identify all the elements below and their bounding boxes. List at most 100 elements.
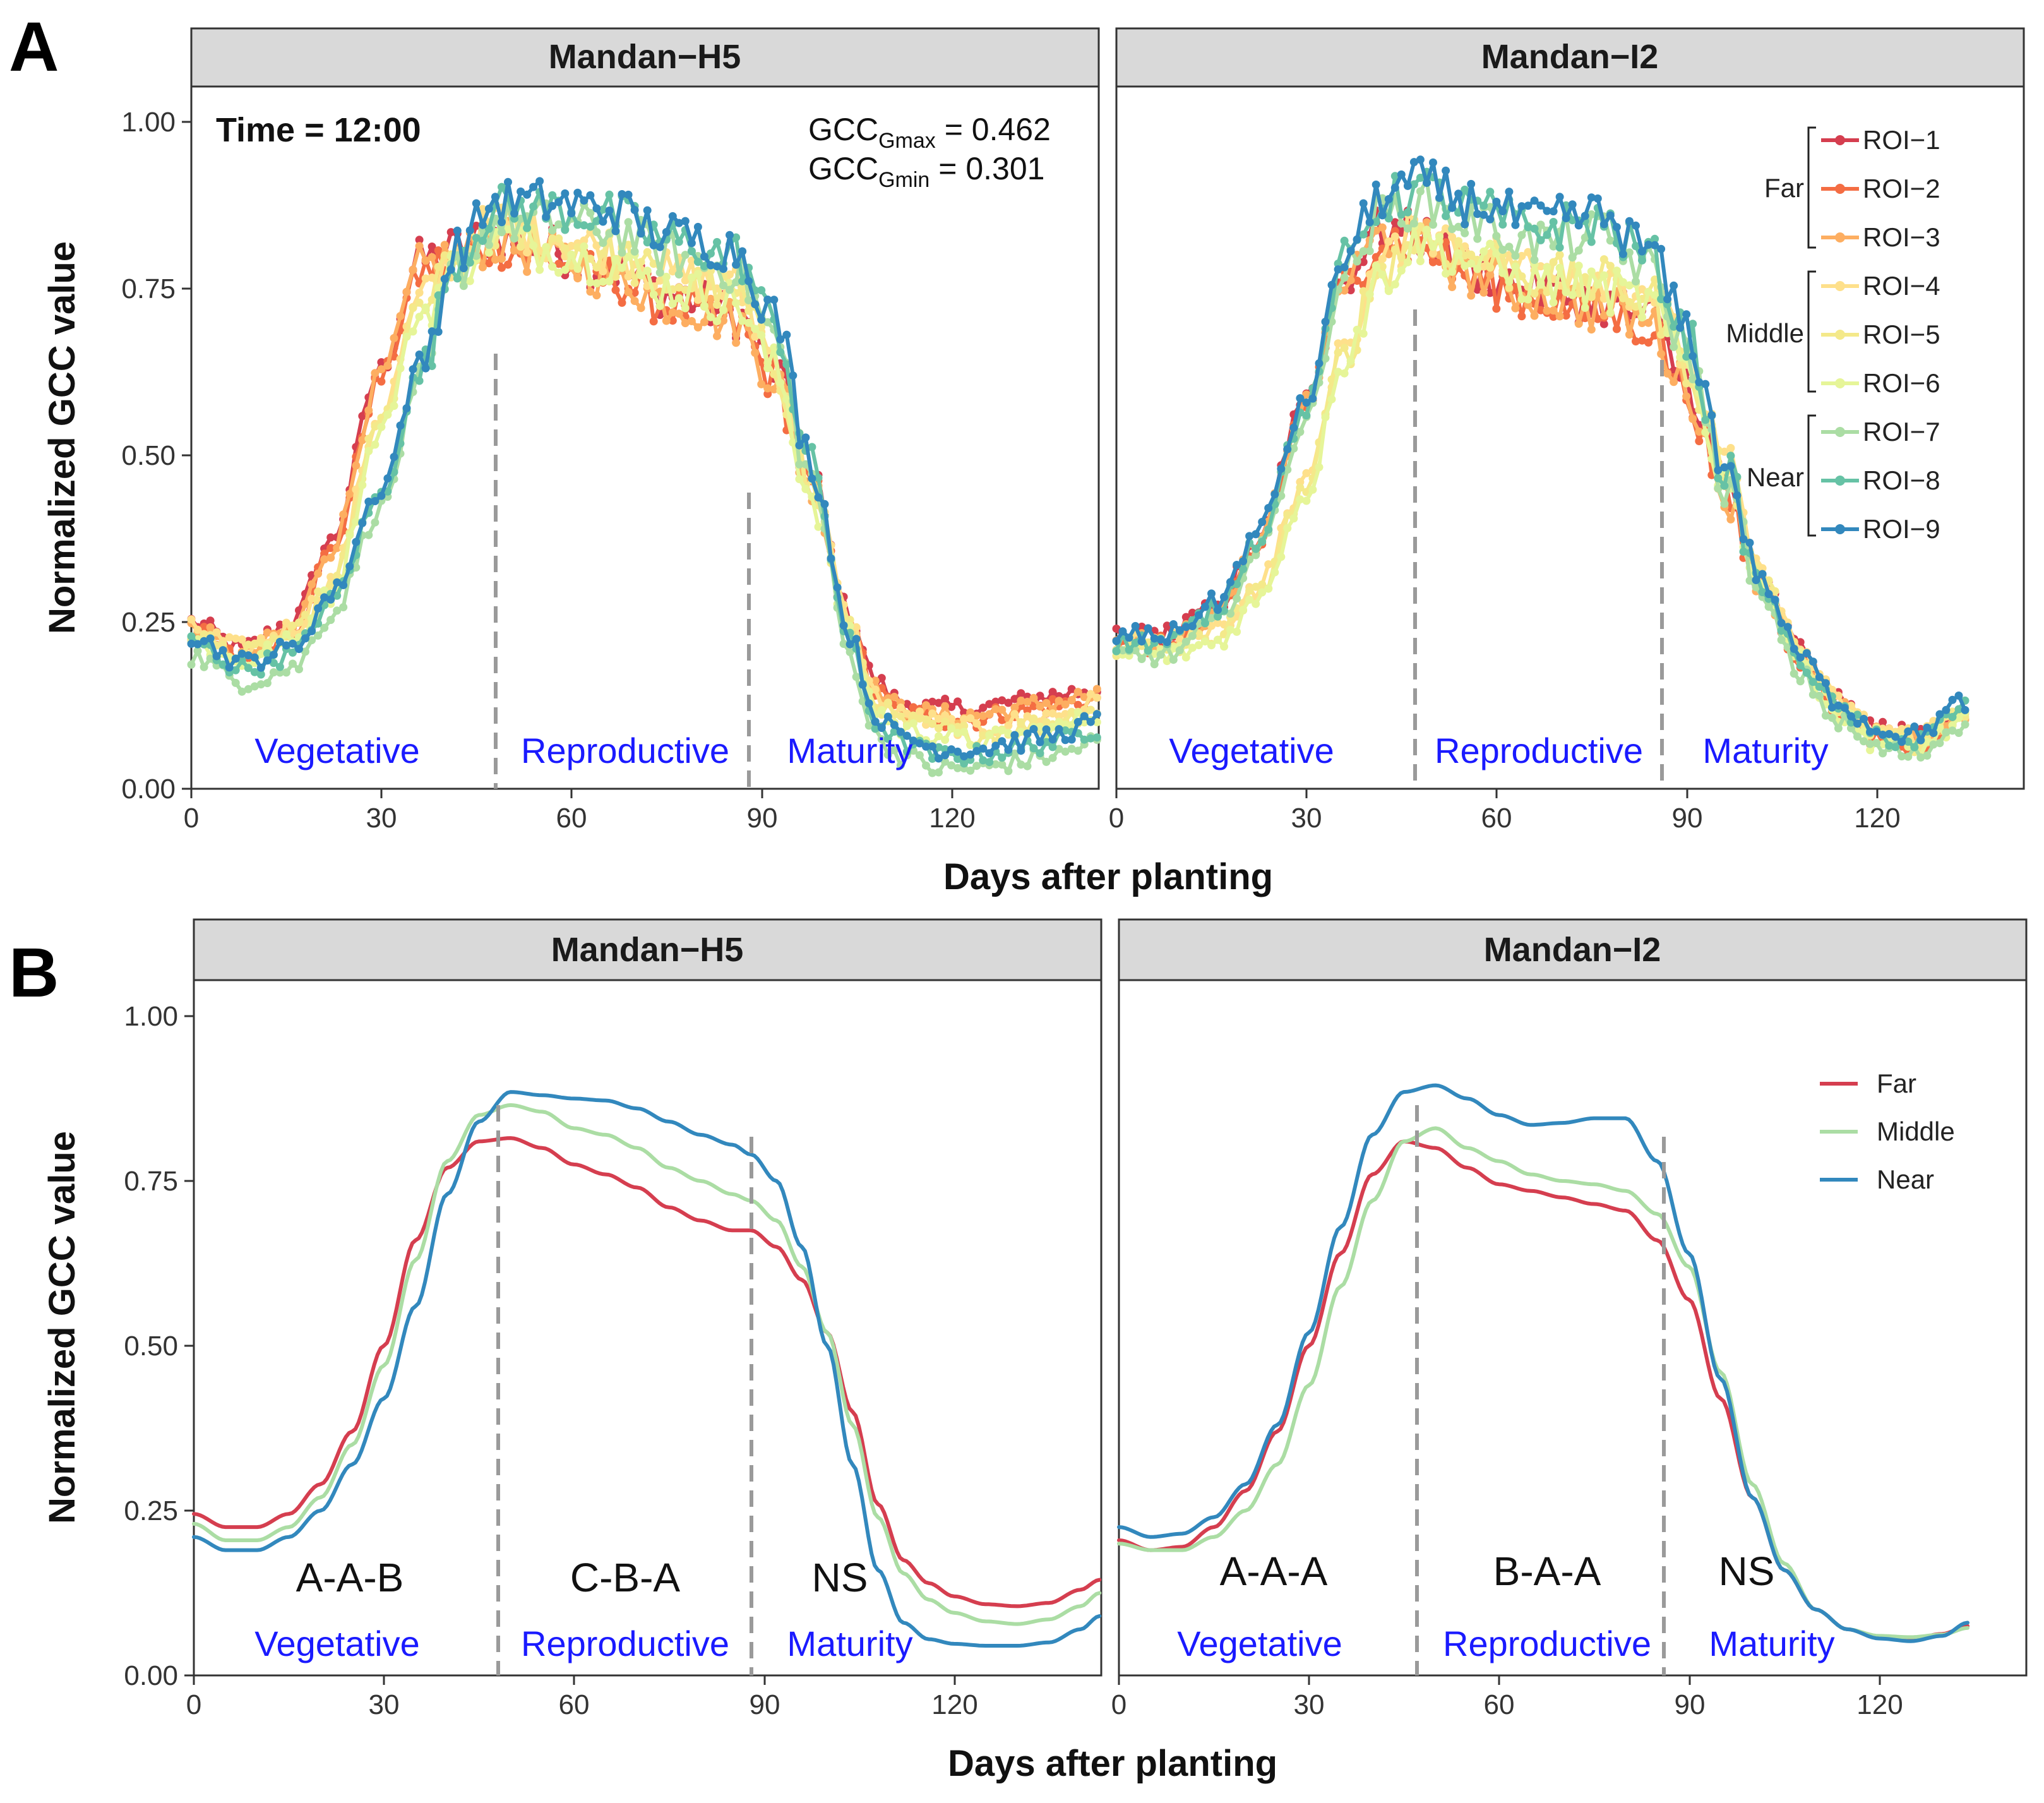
roi-point-9 [1618, 249, 1627, 258]
roi-point-8 [605, 190, 614, 199]
legend-key-dot-roi-9 [1835, 524, 1845, 534]
y-tick-label: 0.50 [124, 1331, 178, 1362]
roi-point-6 [681, 304, 690, 313]
roi-point-9 [972, 746, 981, 755]
roi-point-9 [966, 750, 975, 759]
roi-point-8 [1390, 172, 1399, 181]
roi-point-9 [751, 300, 760, 309]
roi-point-8 [1657, 295, 1666, 304]
roi-point-6 [1200, 637, 1209, 646]
roi-point-7 [1530, 256, 1539, 264]
roi-point-9 [707, 261, 715, 270]
roi-point-7 [846, 648, 854, 656]
series-line-far [192, 1136, 1102, 1608]
x-axis-b-i2: 0 30 60 90 120 [1111, 1675, 1903, 1720]
roi-point-5 [529, 224, 538, 232]
roi-point-9 [301, 634, 309, 643]
roi-point-6 [1486, 239, 1495, 248]
roi-point-9 [364, 497, 373, 506]
roi-point-4 [308, 594, 316, 603]
roi-point-7 [852, 673, 861, 681]
roi-point-6 [776, 378, 785, 387]
roi-point-9 [1923, 723, 1932, 732]
roi-point-9 [1486, 215, 1495, 224]
roi-point-7 [1581, 233, 1589, 242]
x-tick-label: 120 [1856, 1689, 1903, 1720]
roi-point-2 [1638, 336, 1646, 345]
legend-bracket-near [1807, 414, 1816, 537]
roi-point-4 [237, 635, 246, 644]
roi-point-3 [1080, 693, 1089, 702]
roi-point-4 [1207, 621, 1216, 630]
roi-point-4 [1334, 339, 1342, 348]
legend-key-dot-roi-2 [1835, 184, 1845, 194]
roi-point-9 [1067, 735, 1076, 744]
roi-point-5 [1467, 250, 1476, 259]
roi-point-4 [1296, 477, 1305, 486]
roi-point-8 [732, 233, 741, 242]
roi-point-8 [985, 758, 994, 767]
legend-item-roi-3: ROI−3 [1863, 222, 1940, 252]
roi-point-5 [326, 581, 335, 590]
roi-point-4 [1448, 232, 1457, 241]
roi-point-9 [1162, 638, 1171, 647]
roi-point-2 [504, 260, 512, 269]
roi-point-7 [206, 654, 215, 663]
roi-point-9 [1606, 211, 1615, 220]
roi-point-9 [308, 626, 316, 635]
roi-point-5 [1334, 348, 1342, 357]
roi-point-1 [206, 616, 215, 625]
roi-point-9 [902, 731, 911, 740]
roi-point-1 [1112, 625, 1121, 633]
roi-point-4 [1638, 285, 1646, 294]
roi-point-6 [1549, 298, 1558, 307]
y-tick-label: 0.25 [124, 1495, 178, 1526]
legend-item-roi-4: ROI−4 [1863, 271, 1940, 301]
roi-point-9 [1245, 532, 1254, 541]
roi-point-6 [1359, 329, 1368, 338]
roi-point-3 [1543, 306, 1551, 315]
roi-point-9 [212, 652, 221, 661]
roi-point-6 [789, 438, 798, 447]
roi-point-1 [446, 228, 455, 237]
roi-point-2 [630, 289, 639, 297]
roi-point-9 [1270, 490, 1279, 499]
roi-point-3 [630, 297, 639, 305]
roi-point-7 [1365, 247, 1374, 255]
roi-point-9 [1536, 201, 1545, 210]
roi-point-7 [618, 248, 626, 257]
roi-point-7 [966, 766, 975, 775]
roi-point-7 [371, 518, 380, 527]
roi-point-9 [1695, 378, 1704, 386]
roi-point-3 [1524, 301, 1533, 309]
roi-point-7 [1942, 728, 1951, 737]
roi-point-3 [1010, 703, 1019, 712]
roi-point-9 [1517, 202, 1526, 211]
roi-point-7 [1872, 739, 1881, 748]
roi-point-1 [941, 695, 950, 703]
roi-point-3 [573, 274, 582, 283]
x-tick-label: 0 [184, 803, 199, 834]
roi-point-9 [1530, 196, 1539, 205]
roi-point-9 [263, 656, 272, 665]
roi-point-9 [1860, 714, 1868, 723]
legend-key-dot-roi-8 [1835, 476, 1845, 486]
roi-point-6 [846, 621, 854, 630]
roi-point-4 [1048, 709, 1057, 718]
roi-point-4 [599, 267, 607, 276]
roi-point-8 [263, 649, 272, 658]
roi-point-9 [1442, 166, 1450, 175]
roi-point-9 [820, 500, 829, 508]
roi-point-7 [1289, 444, 1298, 453]
stage-label-vegetative: Vegetative [1169, 731, 1334, 770]
legend-group-far: Far [1764, 173, 1804, 203]
roi-point-2 [326, 544, 335, 553]
roi-point-9 [808, 474, 816, 483]
roi-point-6 [554, 268, 563, 277]
roi-point-7 [1226, 609, 1234, 618]
roi-point-9 [795, 441, 804, 450]
roi-point-9 [1429, 158, 1437, 167]
roi-point-9 [320, 593, 329, 602]
roi-point-3 [991, 705, 1000, 714]
roi-point-7 [605, 229, 614, 238]
